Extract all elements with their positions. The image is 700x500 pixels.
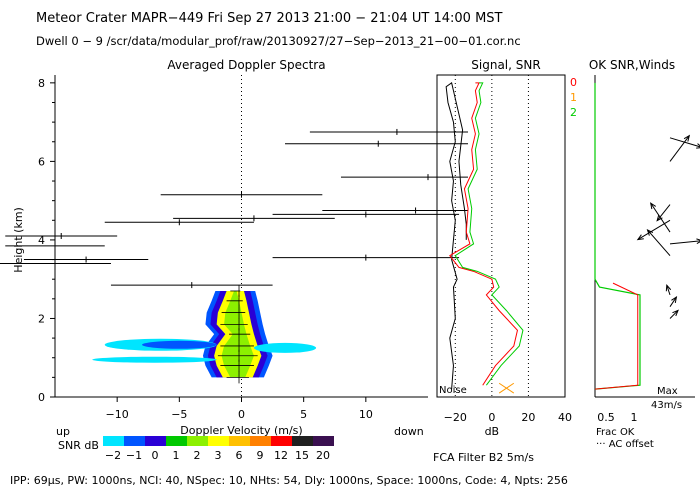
snr-colorbar-label: SNR dB	[58, 439, 99, 452]
frac-tick-label: 1	[631, 411, 638, 424]
echo-wing-left-core	[142, 340, 217, 349]
wind-vector	[666, 285, 671, 296]
colorbar-swatch	[208, 436, 229, 446]
spectra-x-tick-label: 10	[359, 408, 373, 421]
wind-vector	[669, 296, 677, 307]
colorbar-tick-label: 0	[152, 449, 159, 462]
snr-series-0	[445, 82, 467, 390]
snr-x-tick-label: 0	[488, 411, 495, 424]
wind-arrowhead	[665, 284, 672, 292]
colorbar-tick-label: −1	[126, 449, 142, 462]
frac-ok-line-red	[594, 282, 639, 390]
frac-ok-line	[594, 82, 641, 390]
max-value: 43m/s	[651, 400, 682, 411]
spectra-x-tick-label: −10	[106, 408, 129, 421]
wind-arrowhead	[636, 234, 644, 241]
noise-marker	[498, 382, 515, 394]
snr-x-label: dB	[485, 425, 500, 438]
snr-frame	[436, 74, 566, 398]
wind-arrowhead	[671, 295, 678, 304]
frac-tick-label: 0.5	[597, 411, 615, 424]
colorbar-tick-label: 1	[173, 449, 180, 462]
snr-x-tick-label: −20	[444, 411, 467, 424]
wind-vector	[669, 135, 690, 162]
colorbar-swatch	[145, 436, 166, 446]
wind-vector	[656, 204, 671, 221]
max-label: Max	[657, 386, 678, 397]
colorbar-swatch	[271, 436, 292, 446]
ac-offset-label: ··· AC offset	[596, 439, 654, 450]
radar-parameters: IPP: 69μs, PW: 1000ns, NCI: 40, NSpec: 1…	[10, 474, 568, 487]
noise-label: Noise	[439, 385, 467, 396]
echo-wing-right	[253, 342, 317, 353]
spectra-title: Averaged Doppler Spectra	[167, 58, 325, 72]
velocity-down-label: down	[394, 425, 424, 438]
spectra-y-tick-label: 0	[38, 391, 45, 404]
colorbar-swatch	[313, 436, 334, 446]
colorbar-swatch	[250, 436, 271, 446]
wind-arrowhead	[650, 202, 656, 210]
wind-arrowhead	[646, 228, 654, 236]
spectra-x-label: Doppler Velocity (m/s)	[180, 424, 302, 437]
spectra-y-label: Height (km)	[12, 207, 25, 273]
wind-arrowhead	[683, 134, 691, 142]
colorbar-swatch	[124, 436, 145, 446]
wind-vector	[650, 202, 671, 233]
colorbar-tick-label: 12	[274, 449, 288, 462]
colorbar-swatch	[103, 436, 124, 446]
snr-legend-0: 0	[570, 76, 577, 89]
winds-title: OK SNR,Winds	[589, 58, 675, 72]
snr-title: Signal, SNR	[471, 58, 540, 72]
velocity-up-label: up	[56, 425, 70, 438]
echo-wing-left-lower	[92, 356, 217, 363]
fca-filter-label: FCA Filter B2 5m/s	[433, 451, 534, 464]
spectra-y-tick-label: 8	[38, 77, 45, 90]
spectra-x-tick-label: 0	[238, 408, 245, 421]
snr-x-tick-label: 40	[558, 411, 572, 424]
header-file-path: Dwell 0 − 9 /scr/data/modular_prof/raw/2…	[36, 34, 521, 48]
colorbar-tick-label: 20	[316, 449, 330, 462]
colorbar-swatch	[187, 436, 208, 446]
snr-series-1	[449, 82, 519, 386]
snr-legend-1: 1	[570, 91, 577, 104]
colorbar-tick-label: 15	[295, 449, 309, 462]
wind-vector	[669, 240, 700, 245]
header-title: Meteor Crater MAPR−449 Fri Sep 27 2013 2…	[36, 11, 503, 26]
snr-x-tick-label: 20	[521, 411, 535, 424]
wind-arrowhead	[696, 238, 700, 244]
colorbar-tick-label: −2	[105, 449, 121, 462]
wind-vector	[669, 310, 679, 319]
colorbar-tick-label: 3	[215, 449, 222, 462]
wind-vector	[647, 229, 671, 256]
snr-series-2	[454, 82, 524, 386]
wind-arrowhead	[672, 309, 679, 317]
colorbar-swatch	[166, 436, 187, 446]
spectra-y-tick-label: 2	[38, 312, 45, 325]
snr-legend-2: 2	[570, 106, 577, 119]
colorbar-tick-label: 2	[194, 449, 201, 462]
colorbar-swatch	[292, 436, 313, 446]
colorbar-tick-label: 6	[236, 449, 243, 462]
spectra-y-tick-label: 6	[38, 155, 45, 168]
spectra-x-tick-label: −5	[171, 408, 187, 421]
wind-arrowhead	[696, 143, 700, 149]
colorbar-swatch	[229, 436, 250, 446]
spectra-x-tick-label: 5	[300, 408, 307, 421]
spectra-y-tick-label: 4	[38, 234, 45, 247]
colorbar-tick-label: 9	[257, 449, 264, 462]
wind-vector	[669, 137, 700, 148]
frac-ok-label: Frac OK	[596, 427, 635, 438]
